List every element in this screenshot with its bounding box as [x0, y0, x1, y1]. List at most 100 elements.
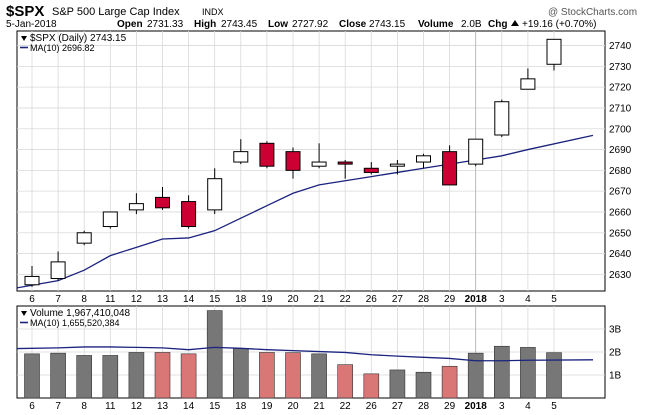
x-tick-label-bottom: 11: [105, 401, 116, 412]
candle-body: [128, 203, 144, 211]
candle: [128, 193, 144, 215]
volume-bar: [259, 352, 275, 399]
candle-body: [494, 101, 510, 136]
high-value: 2743.45: [221, 19, 258, 30]
x-tick-label: 2018: [465, 294, 488, 305]
x-tick-label-bottom: 21: [314, 401, 326, 412]
volume-bar: [441, 365, 458, 399]
price-tick-label: 2710: [609, 103, 632, 114]
price-tick-label: 2670: [609, 187, 632, 198]
close-value: 2743.15: [369, 19, 406, 30]
candle-body: [259, 142, 275, 167]
candle-body: [442, 151, 458, 186]
candle-body: [311, 161, 327, 167]
x-tick-label-bottom: 26: [366, 401, 378, 412]
volume-bar: [180, 353, 197, 399]
candle-body: [363, 167, 379, 173]
x-tick-label-bottom: 7: [55, 401, 61, 412]
x-tick-label-bottom: 8: [81, 401, 87, 412]
index-name: S&P 500 Large Cap Index: [52, 6, 180, 18]
candle-body: [181, 201, 197, 228]
volume-bar: [337, 364, 354, 399]
x-tick-label: 6: [29, 294, 35, 305]
x-tick-label-bottom: 28: [418, 401, 430, 412]
exchange-label: INDX: [202, 7, 224, 17]
candle: [520, 68, 536, 90]
candle-body: [76, 232, 92, 244]
x-tick-label: 19: [261, 294, 273, 305]
open-label: Open: [117, 19, 143, 30]
volume-tick-label: 3B: [609, 325, 622, 336]
symbol-title: $SPX: [6, 3, 44, 20]
candle: [363, 162, 379, 175]
volume-bar: [546, 352, 562, 399]
x-tick-label-bottom: 15: [209, 401, 221, 412]
candle-body: [468, 138, 484, 165]
high-label: High: [194, 19, 216, 30]
low-value: 2727.92: [292, 19, 329, 30]
candle-body: [389, 163, 405, 167]
candle-body: [102, 211, 118, 228]
chg-label: Chg: [488, 19, 507, 30]
volume-tick-label: 2B: [609, 348, 622, 359]
candle: [155, 187, 170, 210]
x-tick-label-bottom: 29: [444, 401, 456, 412]
x-tick-label-bottom: 6: [29, 401, 35, 412]
price-legend: $SPX (Daily) 2743.15 MA(10) 2696.82: [20, 33, 127, 53]
volume-bar: [285, 352, 301, 399]
x-tick-label-bottom: 12: [131, 401, 143, 412]
candle: [50, 251, 66, 281]
price-tick-label: 2680: [609, 166, 632, 177]
candle-body: [233, 151, 249, 163]
candle: [76, 230, 92, 246]
volume-bar: [128, 352, 145, 399]
volume-bar: [102, 355, 119, 399]
watermark: @ StockCharts.com: [548, 7, 637, 18]
x-tick-label: 22: [340, 294, 352, 305]
price-tick-label: 2690: [609, 145, 632, 156]
x-tick-label-bottom: 27: [392, 401, 404, 412]
candles: [24, 38, 562, 287]
x-tick-label: 28: [418, 294, 430, 305]
triangle-up-icon: [511, 20, 519, 26]
candle: [389, 159, 405, 175]
candle: [285, 147, 301, 179]
x-tick-label: 7: [55, 294, 61, 305]
volume-label: Volume: [418, 19, 454, 30]
x-tick-label: 8: [81, 294, 87, 305]
x-tick-label: 13: [157, 294, 169, 305]
volume-bar: [76, 355, 92, 399]
candle: [311, 143, 327, 169]
volume-bar: [206, 310, 223, 399]
triangle-down-icon: [21, 36, 27, 41]
price-tick-label: 2700: [609, 124, 632, 135]
x-tick-label: 14: [183, 294, 195, 305]
legend-volume: Volume 1,967,410,048: [30, 308, 131, 319]
volume-value: 2.0B: [461, 19, 482, 30]
x-tick-label-bottom: 18: [235, 401, 247, 412]
candle: [442, 145, 458, 186]
x-tick-label-bottom: 3: [499, 401, 505, 412]
volume-bar: [50, 352, 66, 399]
volume-bar: [520, 347, 536, 399]
volume-bar: [154, 352, 171, 399]
candle-body: [520, 78, 536, 90]
candle: [494, 99, 510, 138]
price-tick-label: 2640: [609, 249, 632, 260]
volume-bar: [233, 348, 249, 399]
candle: [207, 168, 223, 215]
x-tick-label: 4: [525, 294, 531, 305]
x-tick-label-bottom: 5: [551, 401, 557, 412]
candle-body: [24, 275, 40, 286]
x-tick-label: 21: [314, 294, 326, 305]
candle: [337, 159, 353, 179]
legend-vol-ma: MA(10) 1,655,520,384: [30, 318, 120, 328]
x-tick-label-bottom: 2018: [465, 401, 488, 412]
ma10-line: [16, 134, 594, 289]
volume-bar: [311, 353, 327, 399]
x-tick-label-bottom: 13: [157, 401, 169, 412]
x-tick-label-bottom: 22: [340, 401, 352, 412]
close-label: Close: [339, 19, 367, 30]
x-tick-label: 20: [287, 294, 299, 305]
